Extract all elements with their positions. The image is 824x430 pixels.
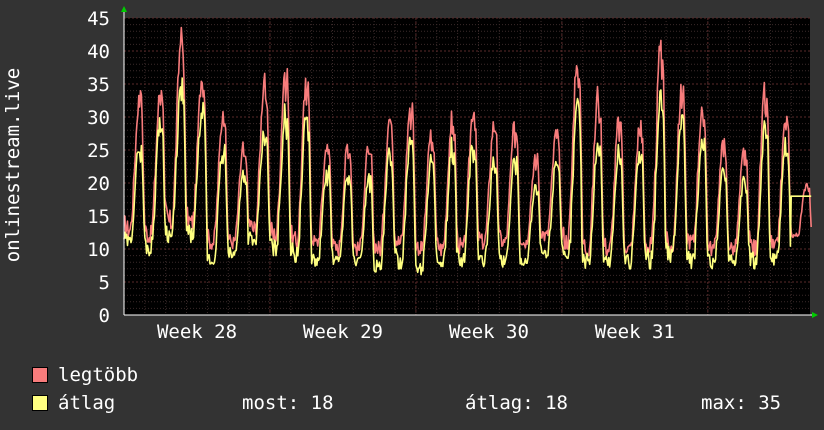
legend-row-max: legtöbb: [30, 361, 820, 389]
y-tick-label: 25: [87, 140, 110, 162]
series-line-max: [123, 26, 812, 257]
legend-swatch-avg: [32, 395, 48, 411]
legend-label-max: legtöbb: [58, 364, 139, 386]
plot-area: [124, 18, 810, 315]
series-line-average: [123, 77, 812, 276]
x-axis-arrow: [812, 312, 818, 318]
legend-label-avg: átlag: [58, 392, 116, 414]
stat-now: most: 18: [242, 392, 334, 414]
x-tick-label: Week 30: [449, 321, 529, 343]
stat-max: max: 35: [701, 392, 782, 414]
y-axis-arrow: [121, 6, 127, 12]
stat-average: átlag: 18: [465, 392, 568, 414]
x-tick-label: Week 31: [595, 321, 675, 343]
y-tick-label: 35: [87, 74, 110, 96]
y-tick-label: 15: [87, 206, 110, 228]
legend-swatch-max: [32, 367, 48, 383]
y-tick-label: 0: [99, 305, 110, 327]
chart-svg: 0 5 10 15 20 25 30 35 40 45 Week 28 Week 29 Week 30 W…: [2, 6, 818, 343]
y-tick-label: 30: [87, 107, 110, 129]
legend-row-avg: átlag most: 18 átlag: 18 max: 35: [30, 389, 820, 417]
y-tick-label: 40: [87, 41, 110, 63]
x-tick-label: Week 29: [303, 321, 383, 343]
x-tick-label: Week 28: [157, 321, 237, 343]
legend: legtöbb átlag most: 18 átlag: 18 max: 35: [30, 361, 820, 417]
y-tick-label: 20: [87, 173, 110, 195]
y-tick-label: 10: [87, 239, 110, 261]
y-tick-label: 5: [99, 272, 110, 294]
y-tick-label: 45: [87, 8, 110, 30]
y-axis-label: onlinestream.live: [2, 68, 24, 262]
